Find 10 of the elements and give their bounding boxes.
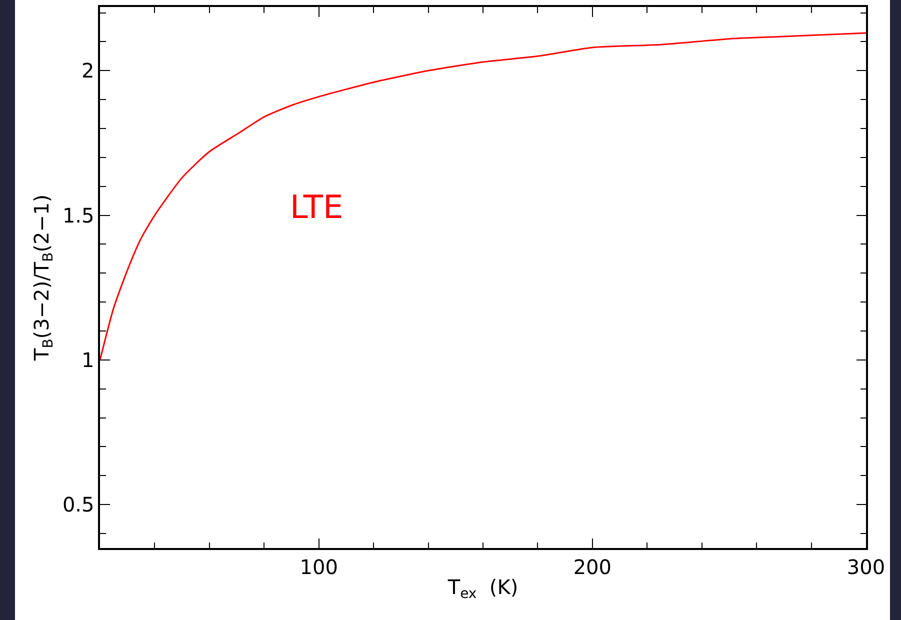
annotation: LTE	[290, 188, 344, 226]
x-tick-label: 200	[573, 554, 612, 579]
x-tick-label: 100	[300, 554, 338, 579]
y-tick-label: 1.5	[62, 203, 94, 228]
line-series	[100, 32, 866, 361]
y-tick-label: 2	[82, 58, 94, 83]
x-tick-label: 300	[846, 554, 886, 579]
y-tick-label: 0.5	[62, 492, 94, 517]
x-axis-title: T$_{ex}$ (K)	[446, 574, 518, 602]
y-tick-label: 1	[82, 348, 94, 372]
